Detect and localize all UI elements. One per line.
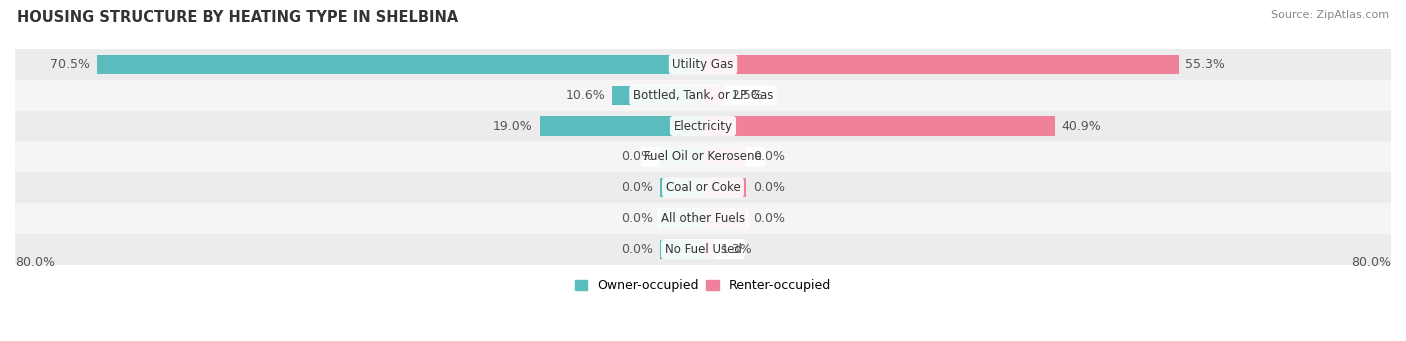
Text: 0.0%: 0.0% [621,243,654,256]
Bar [703,117,1054,136]
Bar [703,86,724,105]
Bar [15,234,1391,265]
Bar [15,49,1391,80]
Bar [703,147,747,166]
Text: 19.0%: 19.0% [494,120,533,133]
Text: 10.6%: 10.6% [565,89,605,102]
Text: 0.0%: 0.0% [621,212,654,225]
Text: No Fuel Used: No Fuel Used [665,243,741,256]
Text: Fuel Oil or Kerosene: Fuel Oil or Kerosene [644,150,762,163]
Text: 0.0%: 0.0% [621,181,654,194]
Bar [703,178,747,197]
Text: 55.3%: 55.3% [1185,58,1226,71]
Text: 80.0%: 80.0% [1351,256,1391,269]
Text: 40.9%: 40.9% [1062,120,1101,133]
Text: HOUSING STRUCTURE BY HEATING TYPE IN SHELBINA: HOUSING STRUCTURE BY HEATING TYPE IN SHE… [17,10,458,25]
Bar [612,86,703,105]
Text: 0.0%: 0.0% [752,212,785,225]
Bar [703,55,1178,74]
Text: Electricity: Electricity [673,120,733,133]
Bar [15,142,1391,172]
Bar [15,203,1391,234]
Text: 0.0%: 0.0% [621,150,654,163]
Text: 1.3%: 1.3% [721,243,752,256]
Bar [15,110,1391,142]
Bar [15,172,1391,203]
Text: 0.0%: 0.0% [752,150,785,163]
Text: 80.0%: 80.0% [15,256,55,269]
Bar [97,55,703,74]
Bar [659,209,703,228]
Text: Utility Gas: Utility Gas [672,58,734,71]
Bar [659,240,703,259]
Bar [703,209,747,228]
Text: 2.5%: 2.5% [731,89,763,102]
Text: Source: ZipAtlas.com: Source: ZipAtlas.com [1271,10,1389,20]
Bar [703,240,714,259]
Bar [659,147,703,166]
Text: 70.5%: 70.5% [49,58,90,71]
Bar [15,80,1391,110]
Bar [540,117,703,136]
Text: All other Fuels: All other Fuels [661,212,745,225]
Bar [659,178,703,197]
Text: Bottled, Tank, or LP Gas: Bottled, Tank, or LP Gas [633,89,773,102]
Legend: Owner-occupied, Renter-occupied: Owner-occupied, Renter-occupied [569,274,837,297]
Text: Coal or Coke: Coal or Coke [665,181,741,194]
Text: 0.0%: 0.0% [752,181,785,194]
